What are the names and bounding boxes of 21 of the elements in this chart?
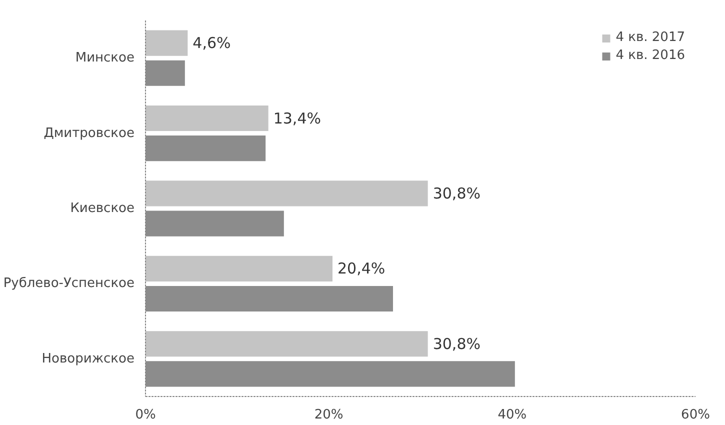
data-label: 13,4% bbox=[273, 109, 321, 128]
data-label: 30,8% bbox=[432, 334, 480, 353]
data-label: 20,4% bbox=[338, 260, 386, 278]
data-label: 4,6% bbox=[192, 34, 231, 52]
y-tick-label: Новорижское bbox=[42, 351, 135, 366]
legend-label: 4 кв. 2016 bbox=[616, 48, 685, 63]
x-tick-label: 20% bbox=[314, 408, 344, 422]
bar bbox=[146, 256, 332, 282]
y-tick-label: Рублево-Успенское bbox=[3, 276, 135, 292]
bar bbox=[146, 30, 188, 56]
bar bbox=[146, 331, 428, 357]
x-tick-label: 40% bbox=[498, 408, 527, 422]
bar bbox=[146, 180, 428, 206]
y-tick-label: Киевское bbox=[70, 201, 135, 216]
x-tick-label: 0% bbox=[135, 408, 156, 422]
data-label: 30,8% bbox=[432, 184, 480, 202]
x-tick-label: 60% bbox=[681, 408, 710, 422]
bar bbox=[146, 105, 268, 132]
y-tick-label: Дмитровское bbox=[44, 126, 135, 141]
y-tick-label: Минское bbox=[75, 50, 135, 66]
legend-label: 4 кв. 2017 bbox=[616, 30, 685, 45]
